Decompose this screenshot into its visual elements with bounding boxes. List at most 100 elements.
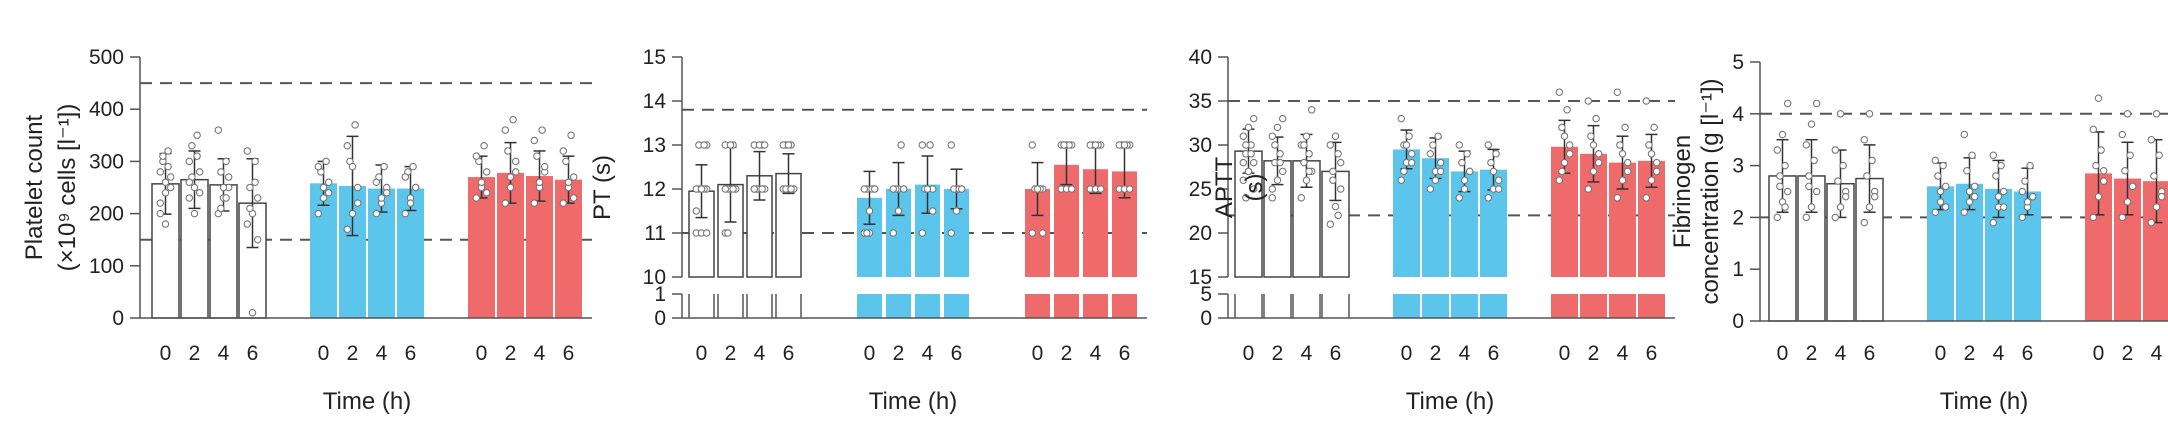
data-point (1647, 150, 1656, 158)
bar (468, 177, 495, 318)
y-axis-label: PT (s) (589, 155, 616, 220)
y-tick-label: 500 (89, 46, 124, 69)
data-point (1487, 158, 1495, 167)
data-point (947, 141, 956, 149)
y-axis-label: concentration (g [l⁻¹]) (1697, 78, 1724, 304)
x-tick-label: 0 (1032, 342, 1044, 365)
data-point (1810, 156, 1818, 165)
data-point (2018, 187, 2027, 196)
data-point (217, 168, 225, 176)
data-point (2152, 110, 2161, 118)
x-tick-label: 6 (1864, 342, 1876, 365)
x-tick-label: 6 (2022, 342, 2034, 365)
data-point (314, 209, 323, 218)
data-point (506, 183, 515, 192)
data-point (1805, 182, 1813, 191)
x-tick-label: 4 (1993, 342, 2005, 365)
data-point (2157, 192, 2166, 201)
data-point (161, 188, 170, 197)
data-point (2099, 177, 2108, 185)
data-point (1783, 99, 1792, 108)
data-point (193, 152, 201, 160)
y-tick-label: 20 (1189, 222, 1212, 245)
data-point (952, 207, 961, 215)
data-point (1773, 213, 1782, 222)
data-point (2147, 135, 2156, 144)
y-tick-label: 30 (1189, 134, 1212, 157)
x-tick-label: 0 (160, 342, 172, 365)
y-tick-label: 0 (1732, 310, 1744, 333)
data-point (1558, 167, 1566, 176)
y-tick-label: 35 (1189, 90, 1212, 113)
data-point (1268, 194, 1277, 202)
data-point (166, 183, 175, 192)
data-point (957, 185, 966, 193)
data-point (351, 121, 359, 129)
y-tick-label: 0 (1200, 307, 1212, 330)
x-tick-label: 2 (1061, 342, 1073, 365)
data-point (1249, 158, 1258, 167)
data-point (1941, 203, 1950, 211)
data-point (1426, 185, 1435, 193)
data-point (1271, 141, 1279, 149)
x-tick-label: 6 (1488, 342, 1500, 365)
data-point (382, 188, 391, 197)
data-point (1563, 106, 1571, 114)
data-point (1460, 185, 1469, 193)
data-point (1434, 132, 1442, 140)
data-point (1555, 176, 1564, 184)
data-point (1863, 172, 1871, 180)
data-point (248, 309, 257, 317)
data-point (472, 152, 481, 160)
x-tick-label: 2 (1588, 342, 1600, 365)
data-point (156, 199, 165, 207)
x-axis-label: Time (h) (1406, 388, 1494, 415)
data-point (1273, 176, 1282, 184)
data-point (1776, 172, 1784, 180)
data-point (185, 157, 194, 166)
data-point (1807, 203, 1816, 211)
x-tick-label: 0 (696, 342, 708, 365)
data-point (1331, 132, 1340, 140)
data-point (472, 194, 481, 202)
data-point (190, 209, 199, 218)
data-point (482, 168, 491, 176)
y-tick-label: 15 (643, 46, 666, 69)
data-point (1936, 187, 1945, 196)
x-axis-label: Time (h) (323, 388, 411, 415)
data-point (506, 173, 515, 181)
y-tick-label: 15 (1189, 266, 1212, 289)
x-tick-label: 2 (893, 342, 905, 365)
data-point (1812, 99, 1821, 108)
data-point (1038, 229, 1047, 237)
data-point (1329, 167, 1337, 176)
x-tick-label: 4 (218, 342, 230, 365)
data-point (865, 207, 874, 215)
data-point (1239, 158, 1248, 167)
x-tick-label: 0 (476, 342, 488, 365)
data-point (1455, 141, 1464, 149)
data-point (251, 157, 259, 166)
x-tick-label: 6 (1330, 342, 1342, 365)
data-point (1336, 185, 1345, 193)
data-point (1300, 158, 1308, 167)
data-point (161, 220, 170, 228)
x-axis-label: Time (h) (869, 388, 957, 415)
data-point (372, 209, 381, 218)
data-point (1613, 194, 1622, 202)
data-point (406, 199, 415, 207)
data-point (1033, 185, 1042, 193)
data-point (1247, 150, 1255, 158)
data-point (894, 207, 903, 215)
bar-lower-segment (886, 294, 911, 318)
y-tick-label: 400 (89, 98, 124, 121)
x-tick-label: 4 (1090, 342, 1102, 365)
data-point (947, 229, 956, 237)
x-tick-label: 6 (563, 342, 575, 365)
x-tick-label: 2 (725, 342, 737, 365)
data-point (1244, 167, 1253, 176)
data-point (760, 141, 769, 149)
data-point (1613, 88, 1622, 96)
